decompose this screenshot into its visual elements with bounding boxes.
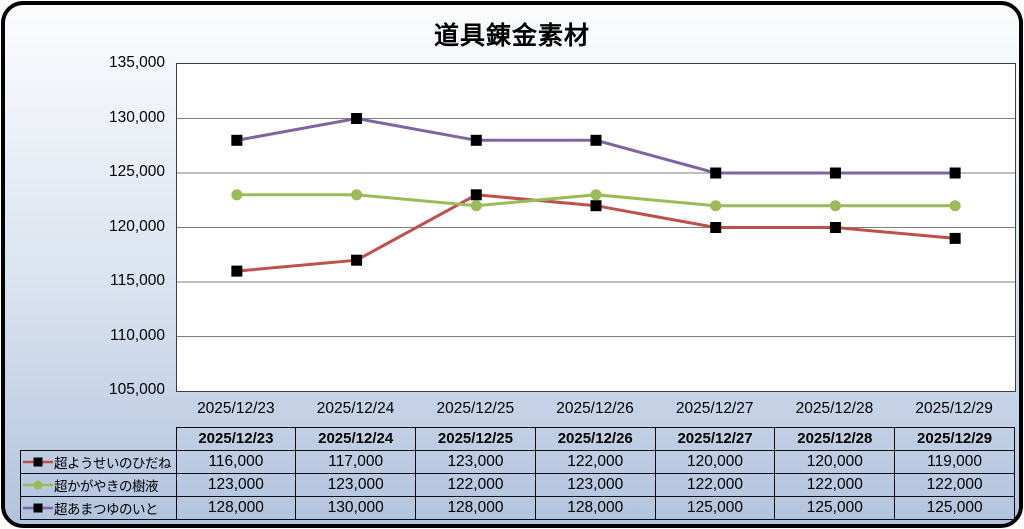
y-tick-label: 125,000 xyxy=(108,163,165,180)
series-name-label: 超ようせいのひだね xyxy=(54,455,172,471)
table-row: 超ようせいのひだね 116,000 117,000 123,000 122,000 120… xyxy=(20,449,1015,474)
data-point-marker xyxy=(231,134,243,146)
y-tick-label: 115,000 xyxy=(110,272,165,289)
series-legend-cell: 超あまつゆのいと xyxy=(20,495,177,520)
price-cell: 130,000 xyxy=(295,495,417,520)
price-table-header: 2025/12/23 2025/12/24 2025/12/25 2025/12/26… xyxy=(21,427,1015,451)
table-row: 超あまつゆのいと 128,000 130,000 128,000 128,000 125,… xyxy=(20,495,1015,520)
data-point-marker xyxy=(710,222,722,233)
data-point-marker xyxy=(949,167,961,179)
series-legend: 超ようせいのひだね xyxy=(21,451,175,472)
price-cell: 122,000 xyxy=(415,472,536,497)
data-point-marker xyxy=(351,254,363,266)
price-cell: 123,000 xyxy=(295,472,417,497)
price-cell: 120,000 xyxy=(774,449,896,474)
series-name-label: 超かがやきの樹液 xyxy=(54,478,159,494)
y-tick-label: 135,000 xyxy=(108,54,165,71)
y-tick-label: 105,000 xyxy=(108,381,165,398)
price-cell: 120,000 xyxy=(654,449,776,474)
data-point-marker xyxy=(829,200,841,212)
data-point-marker xyxy=(590,134,602,146)
price-cell: 125,000 xyxy=(894,495,1015,520)
table-corner-blank xyxy=(21,428,177,451)
x-tick-label: 2025/12/23 xyxy=(197,400,275,417)
series-marker-icon xyxy=(23,480,53,489)
price-cell: 123,000 xyxy=(175,472,297,497)
series-legend: 超かがやきの樹液 xyxy=(21,474,175,495)
x-tick-label: 2025/12/27 xyxy=(675,400,754,417)
data-point-marker xyxy=(590,189,602,201)
price-cell: 122,000 xyxy=(534,449,656,474)
price-cell: 122,000 xyxy=(654,472,776,497)
price-cell: 122,000 xyxy=(894,472,1015,497)
data-point-marker xyxy=(351,189,363,201)
price-cell: 116,000 xyxy=(175,449,297,474)
series-legend-cell: 超かがやきの樹液 xyxy=(20,472,177,497)
table-header-cell: 2025/12/27 xyxy=(654,427,776,451)
y-tick-label: 130,000 xyxy=(108,108,165,126)
table-row: 超かがやきの樹液 123,000 123,000 122,000 123,000 122,… xyxy=(20,472,1015,497)
data-point-marker xyxy=(231,265,243,277)
y-axis-labels: 135,000 130,000 125,000 120,000 115,000 110,0… xyxy=(5,5,170,425)
data-point-marker xyxy=(710,167,722,179)
y-tick-label: 110,000 xyxy=(110,326,165,344)
data-point-marker xyxy=(470,134,482,146)
table-header-cell: 2025/12/26 xyxy=(534,427,656,451)
table-header-cell: 2025/12/25 xyxy=(415,427,536,451)
x-tick-label: 2025/12/29 xyxy=(915,400,993,417)
series-name-label: 超あまつゆのいと xyxy=(54,501,159,517)
series-marker-icon xyxy=(23,457,53,466)
data-point-marker xyxy=(231,189,243,201)
plot-area xyxy=(176,63,1016,392)
data-point-marker xyxy=(351,113,363,124)
series-marker-icon xyxy=(23,503,53,512)
x-axis-labels: 2025/12/23 2025/12/24 2025/12/25 2025/12/26… xyxy=(176,400,1014,420)
price-cell: 125,000 xyxy=(774,495,896,520)
table-header-row: 2025/12/23 2025/12/24 2025/12/25 2025/12/26… xyxy=(21,427,1015,451)
x-tick-label: 2025/12/24 xyxy=(316,400,395,417)
y-tick-label: 120,000 xyxy=(108,217,165,235)
series-legend-cell: 超ようせいのひだね xyxy=(20,449,177,474)
table-header-cell: 2025/12/24 xyxy=(295,427,417,451)
x-tick-label: 2025/12/26 xyxy=(556,400,634,417)
x-tick-label: 2025/12/25 xyxy=(436,400,515,417)
price-cell: 128,000 xyxy=(175,495,297,520)
table-header-cell: 2025/12/23 xyxy=(175,427,297,451)
legend-marker xyxy=(33,503,43,512)
data-point-marker xyxy=(470,189,482,201)
price-cell: 125,000 xyxy=(654,495,776,520)
price-cell: 122,000 xyxy=(774,472,896,497)
data-point-marker xyxy=(829,167,841,179)
data-point-marker xyxy=(470,200,482,212)
chart-canvas xyxy=(177,113,1015,337)
x-tick-label: 2025/12/28 xyxy=(795,400,874,417)
data-point-marker xyxy=(590,200,602,212)
price-cell: 128,000 xyxy=(534,495,656,520)
price-cell: 117,000 xyxy=(295,449,417,474)
table-header-cell: 2025/12/29 xyxy=(894,427,1015,451)
data-point-marker xyxy=(949,200,961,212)
price-cell: 123,000 xyxy=(534,472,656,497)
data-point-marker xyxy=(949,232,961,244)
legend-marker xyxy=(33,480,43,489)
chart-title: 道具錬金素材 xyxy=(433,22,590,50)
price-cell: 119,000 xyxy=(894,449,1015,474)
series-legend: 超あまつゆのいと xyxy=(21,497,175,518)
data-point-marker xyxy=(710,200,722,212)
table-header-cell: 2025/12/28 xyxy=(774,427,896,451)
price-table: 2025/12/23 2025/12/24 2025/12/25 2025/12/26… xyxy=(20,427,1015,520)
price-table-body: 超ようせいのひだね 116,000 117,000 123,000 122,000 120… xyxy=(20,449,1015,520)
data-point-marker xyxy=(829,222,841,233)
price-cell: 123,000 xyxy=(415,449,536,474)
price-cell: 128,000 xyxy=(415,495,536,520)
legend-marker xyxy=(33,457,43,466)
